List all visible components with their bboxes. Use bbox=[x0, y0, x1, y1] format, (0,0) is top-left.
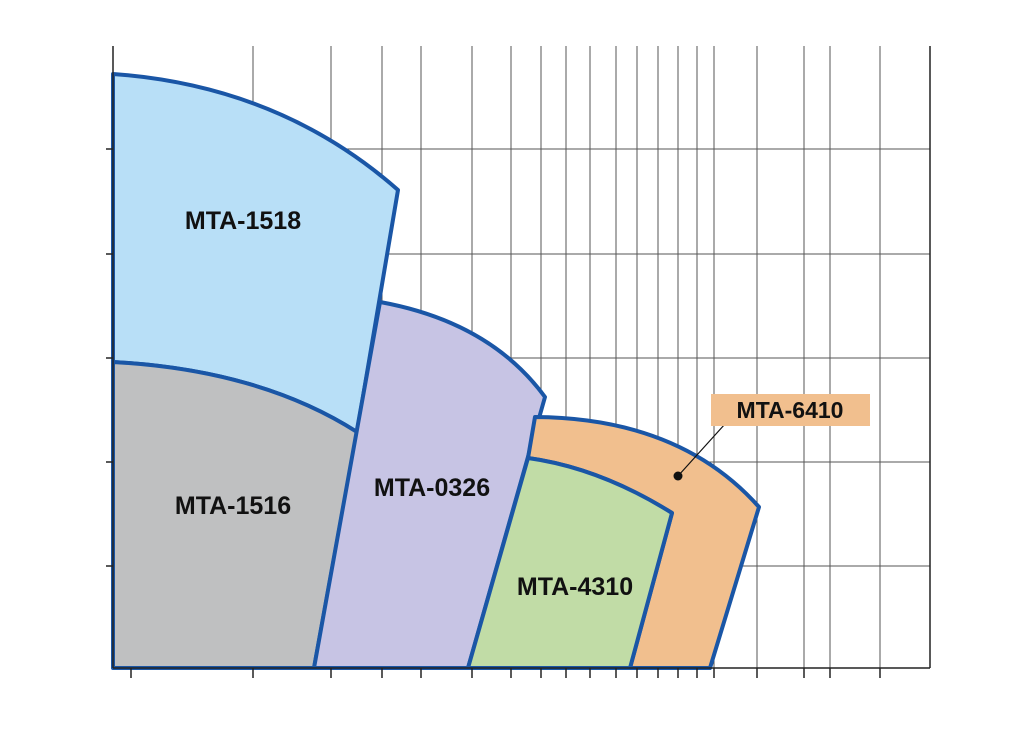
callout-anchor-dot bbox=[673, 471, 683, 481]
callout-label-text: MTA-6410 bbox=[737, 397, 844, 423]
label-mta-1518: MTA-1518 bbox=[185, 207, 301, 235]
region-labels: MTA-1518 MTA-1516 MTA-0326 MTA-4310 bbox=[175, 207, 633, 601]
region-mta-4310 bbox=[466, 456, 674, 670]
label-mta-1516: MTA-1516 bbox=[175, 492, 291, 520]
region-mta-0326 bbox=[312, 300, 547, 670]
callout-label-box bbox=[711, 394, 870, 426]
label-mta-0326: MTA-0326 bbox=[374, 474, 490, 502]
axes bbox=[106, 46, 931, 678]
callout-leader-line bbox=[677, 423, 726, 477]
regions bbox=[111, 72, 761, 670]
callout-mta-6410: MTA-6410 bbox=[673, 394, 870, 481]
bottom-ticks bbox=[130, 668, 881, 678]
label-mta-4310: MTA-4310 bbox=[517, 573, 633, 601]
left-ticks bbox=[106, 148, 113, 567]
